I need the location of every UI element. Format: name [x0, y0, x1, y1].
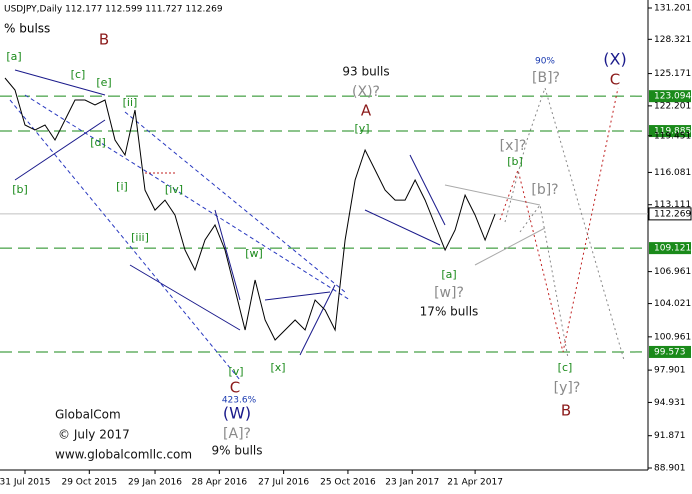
level-badge — [649, 345, 691, 358]
wave-label: [v] — [228, 365, 243, 378]
wave-label: (W) — [223, 404, 251, 423]
chart-title: USDJPY,Daily 112.177 112.599 111.727 112… — [4, 5, 223, 15]
level-label: 99.573 — [654, 347, 686, 357]
y-tick-label: 116.081 — [654, 168, 691, 178]
wave-label: 93 bulls — [342, 65, 389, 79]
wave-label: [c] — [71, 68, 86, 81]
y-tick-label: 91.871 — [654, 431, 686, 441]
wave-label: 9% bulls — [212, 444, 263, 458]
wave-label: [x]? — [500, 138, 527, 154]
wave-label: 90% — [535, 57, 555, 67]
y-tick-label: 97.901 — [654, 366, 686, 376]
trendline — [444, 184, 546, 266]
wave-label: C — [610, 71, 620, 89]
wave-label: [a] — [6, 50, 21, 63]
x-tick-label: 31 Jul 2015 — [0, 478, 50, 488]
channel — [24, 94, 351, 301]
y-tick-label: 94.931 — [654, 398, 686, 408]
x-tick-label: 25 Oct 2016 — [320, 478, 376, 488]
level-badge — [648, 207, 692, 221]
level-badge — [649, 125, 691, 138]
wave-label: [a] — [441, 268, 456, 281]
watermark: GlobalCom — [55, 408, 121, 422]
y-tick-label: 100.961 — [654, 332, 691, 342]
price-line — [4, 77, 496, 341]
wave-label: C — [230, 379, 240, 397]
level-badge — [649, 242, 691, 255]
x-tick-label: 23 Jan 2017 — [385, 478, 439, 488]
watermark: © July 2017 — [58, 428, 130, 442]
y-tick-label: 104.021 — [654, 299, 691, 309]
projection — [499, 87, 619, 353]
y-tick-label: 106.961 — [654, 267, 691, 277]
wave-label: [d] — [90, 136, 106, 149]
x-tick-label: 28 Apr 2016 — [192, 478, 248, 488]
wave-label: [B]? — [532, 70, 560, 86]
wave-label: 17% bulls — [420, 305, 479, 319]
x-tick-label: 21 Apr 2017 — [447, 478, 503, 488]
wave-label: (X)? — [352, 84, 380, 100]
channel — [9, 99, 241, 381]
y-tick-label: 125.171 — [654, 69, 691, 79]
wave-label: [A]? — [223, 426, 251, 442]
annotations: USDJPY,Daily 112.177 112.599 111.727 112… — [4, 5, 627, 462]
wave-label: [b] — [507, 155, 523, 168]
subtitle: % bulss — [4, 22, 50, 36]
wave-label: [w] — [245, 247, 263, 260]
x-tick-label: 27 Jul 2016 — [258, 478, 309, 488]
x-tick-label: 29 Jan 2016 — [128, 478, 182, 488]
level-label: 123.094 — [654, 92, 691, 102]
watermark: www.globalcomllc.com — [55, 448, 192, 462]
level-badge — [649, 90, 691, 103]
y-tick-label: 128.321 — [654, 35, 691, 45]
wave-label: [i] — [116, 180, 128, 193]
trendline — [14, 69, 446, 356]
wave-label: [y]? — [554, 380, 581, 396]
wave-label: B — [561, 402, 571, 420]
x-tick-label: 29 Oct 2015 — [61, 478, 117, 488]
wave-label: [w]? — [434, 285, 464, 301]
wave-label: B — [99, 31, 109, 49]
y-tick-label: 88.901 — [654, 464, 686, 474]
wave-label: [y] — [354, 122, 369, 135]
levels: 123.094 119.885 109.121 99.573 112.269 — [0, 90, 692, 358]
wave-label: [iii] — [131, 231, 149, 244]
y-tick-label: 131.201 — [654, 4, 691, 14]
y-tick-label: 113.111 — [654, 200, 691, 210]
wave-label: A — [361, 102, 372, 120]
wave-label: [e] — [96, 76, 111, 89]
projection — [504, 86, 625, 361]
y-tick-label: 119.451 — [654, 131, 691, 141]
wave-label: [x] — [270, 361, 285, 374]
wave-label: 423.6% — [222, 396, 257, 406]
y-tick-label: 122.201 — [654, 101, 691, 111]
level-label: 119.885 — [654, 127, 691, 137]
wave-label: [c] — [558, 361, 573, 374]
wave-label: [b]? — [531, 182, 558, 198]
level-label: 112.269 — [654, 209, 691, 219]
wave-label: [iv] — [165, 183, 183, 196]
drawings — [9, 69, 625, 381]
wave-label: [b] — [12, 183, 28, 196]
wave-label: [ii] — [123, 96, 138, 109]
level-label: 109.121 — [654, 244, 691, 254]
wave-label: (X) — [603, 50, 626, 69]
